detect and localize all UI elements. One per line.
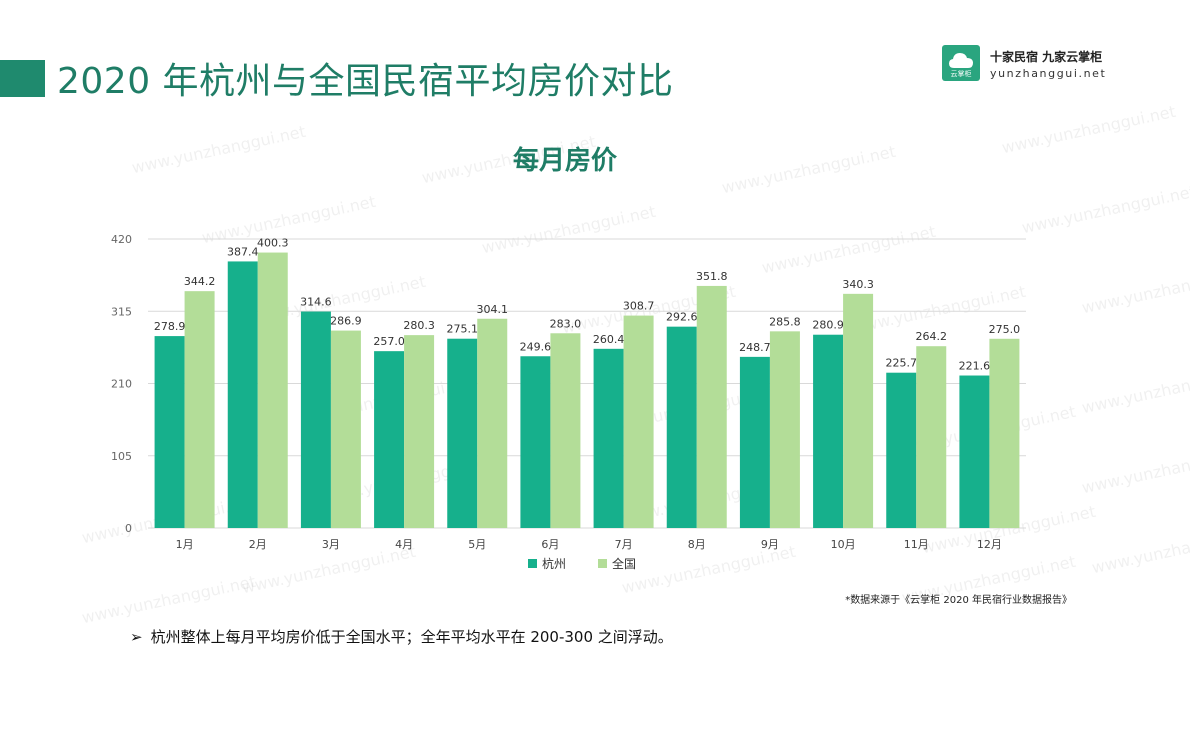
data-label: 400.3 <box>257 237 289 250</box>
data-label: 264.2 <box>916 330 948 343</box>
bar-hangzhou <box>739 356 770 528</box>
bar-hangzhou <box>813 334 844 528</box>
data-label: 387.4 <box>227 245 259 258</box>
data-label: 275.1 <box>447 323 479 336</box>
brand-slogan: 十家民宿 九家云掌柜 <box>990 50 1103 64</box>
bar-hangzhou <box>300 311 331 528</box>
data-label: 280.9 <box>812 319 844 332</box>
x-tick-label: 10月 <box>831 538 856 551</box>
data-label: 292.6 <box>666 311 698 324</box>
x-tick-label: 9月 <box>761 538 779 551</box>
bar-national <box>477 318 508 528</box>
data-label: 248.7 <box>739 341 771 354</box>
page-title: 2020 年杭州与全国民宿平均房价对比 <box>57 61 674 102</box>
data-label: 351.8 <box>696 270 728 283</box>
legend-label: 全国 <box>612 556 636 571</box>
bar-hangzhou <box>959 375 990 528</box>
bar-hangzhou <box>593 348 624 528</box>
y-tick-label: 210 <box>111 378 132 391</box>
x-tick-label: 2月 <box>249 538 267 551</box>
bar-hangzhou <box>374 351 405 528</box>
bar-national <box>330 330 361 528</box>
x-tick-label: 3月 <box>322 538 340 551</box>
chart-title: 每月房价 <box>512 146 617 176</box>
x-tick-label: 4月 <box>395 538 413 551</box>
bar-national <box>623 315 654 528</box>
data-label: 221.6 <box>959 360 991 373</box>
bar-national <box>184 291 215 528</box>
x-tick-label: 7月 <box>615 538 633 551</box>
x-tick-label: 6月 <box>541 538 559 551</box>
x-tick-label: 1月 <box>176 538 194 551</box>
legend-label: 杭州 <box>542 556 566 571</box>
bar-national <box>550 333 581 528</box>
summary-bullet: ➢ 杭州整体上每月平均房价低于全国水平；全年平均水平在 200-300 之间浮动。 <box>130 626 673 647</box>
bar-hangzhou <box>227 261 258 528</box>
data-label: 340.3 <box>842 278 874 291</box>
bar-national <box>843 293 874 528</box>
x-tick-label: 11月 <box>904 538 929 551</box>
data-label: 308.7 <box>623 300 655 313</box>
data-label: 285.8 <box>769 315 801 328</box>
data-label: 257.0 <box>373 335 405 348</box>
bar-national <box>769 331 800 528</box>
arrow-icon: ➢ <box>130 628 143 646</box>
brand-url: yunzhanggui.net <box>990 67 1107 80</box>
y-tick-label: 315 <box>111 305 132 318</box>
bar-national <box>404 335 435 528</box>
data-label: 278.9 <box>154 320 186 333</box>
data-label: 225.7 <box>886 357 918 370</box>
title-accent-bar <box>0 60 45 97</box>
legend-swatch <box>528 559 537 568</box>
data-label: 314.6 <box>300 296 332 309</box>
bar-hangzhou <box>154 336 185 528</box>
legend-swatch <box>598 559 607 568</box>
bar-national <box>989 338 1020 528</box>
x-tick-label: 5月 <box>468 538 486 551</box>
data-label: 286.9 <box>330 315 362 328</box>
data-label: 304.1 <box>477 303 509 316</box>
y-tick-label: 105 <box>111 450 132 463</box>
source-note: *数据来源于《云掌柜 2020 年民宿行业数据报告》 <box>845 595 1072 606</box>
bar-hangzhou <box>520 356 551 528</box>
bar-hangzhou <box>447 338 478 528</box>
logo-text: 云掌柜 <box>950 70 972 78</box>
data-label: 260.4 <box>593 333 625 346</box>
data-label: 280.3 <box>403 319 435 332</box>
data-label: 275.0 <box>989 323 1021 336</box>
bar-national <box>916 346 947 528</box>
x-tick-label: 8月 <box>688 538 706 551</box>
bar-national <box>257 252 288 528</box>
data-label: 344.2 <box>184 275 216 288</box>
bar-hangzhou <box>886 372 917 528</box>
bar-national <box>696 285 727 528</box>
data-label: 249.6 <box>520 340 552 353</box>
y-tick-label: 0 <box>125 522 132 535</box>
data-label: 283.0 <box>550 317 582 330</box>
y-tick-label: 420 <box>111 233 132 246</box>
cloud-icon <box>949 53 973 68</box>
summary-text: 杭州整体上每月平均房价低于全国水平；全年平均水平在 200-300 之间浮动。 <box>150 628 673 646</box>
bar-hangzhou <box>666 326 697 528</box>
brand-logo: 云掌柜 <box>942 45 980 81</box>
x-tick-label: 12月 <box>977 538 1002 551</box>
